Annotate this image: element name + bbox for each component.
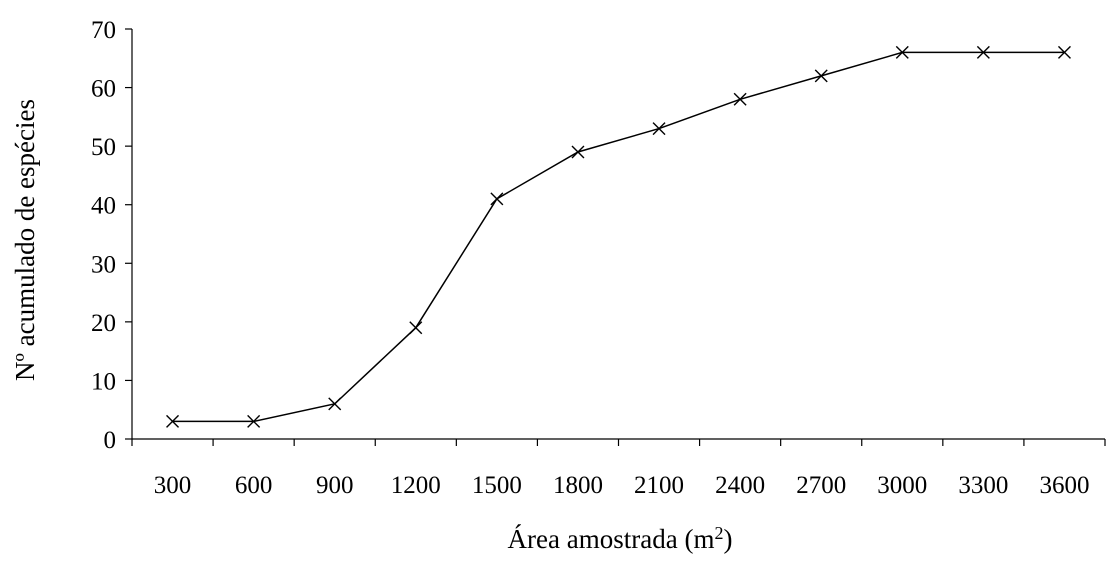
data-point-marker (895, 45, 909, 59)
y-tick-label: 10 (91, 368, 116, 395)
y-tick-label: 70 (91, 17, 116, 44)
series-line (172, 51, 1065, 423)
y-axis: 0 10 20 30 40 50 60 70 (91, 17, 133, 454)
y-tick-label: 40 (91, 193, 116, 220)
data-point-marker (166, 414, 180, 428)
data-point-marker (409, 321, 423, 335)
x-tick-label: 600 (235, 472, 273, 499)
x-axis: 300 600 900 1200 1500 1800 2100 2400 2700 3000 330… (131, 438, 1106, 499)
x-tick-label: 2400 (715, 472, 765, 499)
data-point-marker (328, 397, 342, 411)
marker-stroke (328, 397, 342, 411)
marker-stroke (1057, 45, 1071, 59)
marker-stroke (166, 414, 180, 428)
data-point-marker (490, 192, 504, 206)
x-tick-label: 3000 (877, 472, 927, 499)
x-tick-label: 900 (316, 472, 354, 499)
marker-stroke (409, 321, 423, 335)
x-tick-label: 2100 (634, 472, 684, 499)
y-tick-label: 60 (91, 76, 116, 103)
data-point-marker (652, 122, 666, 136)
data-point-marker (733, 92, 747, 106)
data-point-marker (814, 69, 828, 83)
marker-stroke (490, 192, 504, 206)
x-tick-label: 300 (154, 472, 192, 499)
marker-stroke (733, 92, 747, 106)
marker-stroke (895, 45, 909, 59)
data-point-marker (1057, 45, 1071, 59)
x-tick-label: 2700 (796, 472, 846, 499)
x-axis-title-main: Área amostrada (m (508, 524, 715, 554)
marker-stroke (571, 145, 585, 159)
data-point-marker (976, 45, 990, 59)
marker-stroke (976, 45, 990, 59)
x-tick-label: 3600 (1039, 472, 1089, 499)
marker-stroke (814, 69, 828, 83)
y-axis-title: Nº acumulado de espécies (10, 99, 40, 381)
x-axis-title-suffix: ) (723, 524, 732, 554)
series-area (166, 45, 1071, 428)
marker-stroke (247, 414, 261, 428)
y-tick-label: 0 (104, 427, 117, 454)
y-tick-label: 50 (91, 134, 116, 161)
x-axis-title: Área amostrada (m2) (508, 523, 733, 554)
x-tick-label: 1200 (391, 472, 441, 499)
x-axis-title-superscript: 2 (714, 523, 723, 543)
marker-stroke (652, 122, 666, 136)
x-tick-label: 1500 (472, 472, 522, 499)
x-tick-label: 3300 (958, 472, 1008, 499)
data-point-marker (571, 145, 585, 159)
data-point-marker (247, 414, 261, 428)
x-tick-label: 1800 (553, 472, 603, 499)
y-tick-label: 30 (91, 251, 116, 278)
y-tick-label: 20 (91, 310, 116, 337)
